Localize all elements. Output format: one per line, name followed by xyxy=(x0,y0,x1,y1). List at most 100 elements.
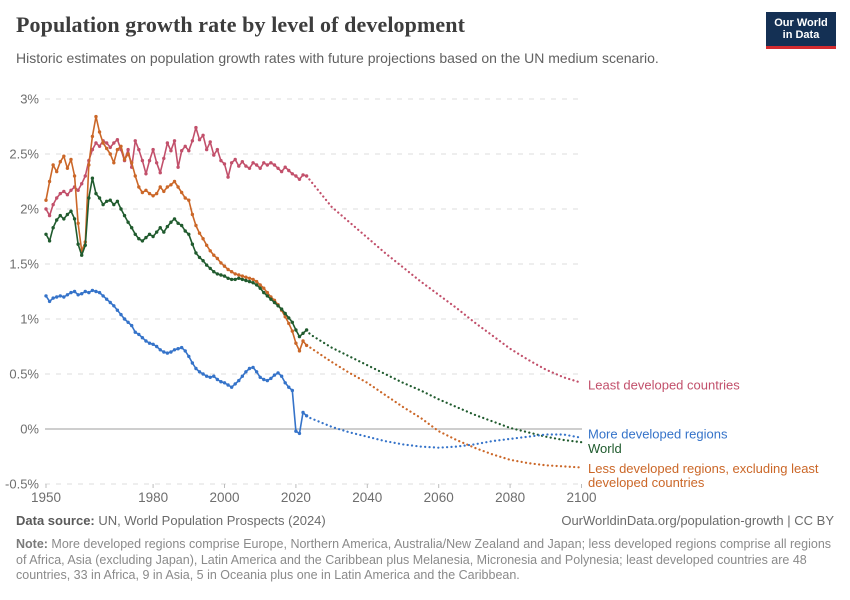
series-point-less-developed-regions-excluding-least xyxy=(158,185,162,189)
series-point-more-developed-regions xyxy=(119,312,123,317)
series-point-least-developed-countries xyxy=(233,157,237,162)
series-point-more-developed-regions xyxy=(122,317,127,321)
series-point-more-developed-regions xyxy=(133,330,137,334)
series-point-least-developed-countries xyxy=(212,153,216,157)
credit-link[interactable]: OurWorldinData.org/population-growth | C… xyxy=(561,513,834,528)
series-point-less-developed-regions-excluding-least xyxy=(258,283,262,287)
legend-label-more-developed-regions[interactable]: More developed regions xyxy=(588,426,728,441)
series-line-world[interactable] xyxy=(45,177,308,338)
series-point-less-developed-regions-excluding-least xyxy=(297,349,302,353)
series-point-least-developed-countries xyxy=(294,174,298,178)
series-point-world xyxy=(287,316,291,320)
series-line-more-developed-regions[interactable] xyxy=(45,289,308,435)
series-point-less-developed-regions-excluding-least xyxy=(194,223,198,228)
series-point-least-developed-countries xyxy=(137,147,141,152)
series-line-least-developed-countries[interactable] xyxy=(45,126,307,217)
series-point-world xyxy=(62,217,66,221)
series-point-least-developed-countries xyxy=(83,174,87,178)
series-point-more-developed-regions xyxy=(90,288,95,293)
series-projection-least-developed-countries[interactable] xyxy=(305,174,583,384)
series-point-least-developed-countries xyxy=(97,144,102,148)
series-point-world xyxy=(154,230,159,234)
series-point-world xyxy=(162,230,166,234)
series-point-less-developed-regions-excluding-least xyxy=(244,275,248,279)
series-point-world xyxy=(151,234,155,239)
series-point-more-developed-regions xyxy=(247,366,252,371)
series-point-more-developed-regions xyxy=(179,345,184,350)
series-point-world xyxy=(80,253,84,257)
series-point-more-developed-regions xyxy=(62,295,66,299)
series-point-less-developed-regions-excluding-least xyxy=(69,157,73,162)
footer-source-row: Data source: UN, World Population Prospe… xyxy=(16,513,834,528)
series-point-least-developed-countries xyxy=(201,133,205,137)
series-point-least-developed-countries xyxy=(104,141,109,145)
owid-logo[interactable]: Our World in Data xyxy=(766,12,836,49)
legend-label-less-developed-regions-excluding-least[interactable]: developed countries xyxy=(588,475,705,490)
series-point-least-developed-countries xyxy=(126,147,130,152)
series-point-less-developed-regions-excluding-least xyxy=(240,274,245,278)
series-point-more-developed-regions xyxy=(294,429,298,433)
series-point-less-developed-regions-excluding-least xyxy=(222,264,227,268)
series-point-less-developed-regions-excluding-least xyxy=(133,174,137,178)
series-point-least-developed-countries xyxy=(187,149,191,153)
series-point-world xyxy=(254,283,259,287)
data-source-label: Data source: xyxy=(16,513,95,528)
series-point-less-developed-regions-excluding-least xyxy=(97,130,102,134)
series-point-less-developed-regions-excluding-least xyxy=(47,179,52,184)
series-point-less-developed-regions-excluding-least xyxy=(212,253,216,257)
x-axis-tick-label: 2000 xyxy=(209,490,239,505)
series-point-world xyxy=(179,223,184,228)
population-growth-chart[interactable]: 3% 2.5% 2% 1.5% 1% 0.5% 0% -0.5%1950 1980 2000 202… xyxy=(0,0,850,512)
series-point-more-developed-regions xyxy=(69,290,73,295)
series-point-least-developed-countries xyxy=(154,161,159,165)
series-point-least-developed-countries xyxy=(247,166,252,170)
series-point-least-developed-countries xyxy=(80,182,84,186)
y-axis-tick-label: 1.5% xyxy=(9,257,39,272)
series-point-more-developed-regions xyxy=(262,377,266,382)
series-point-least-developed-countries xyxy=(301,173,305,177)
series-point-less-developed-regions-excluding-least xyxy=(62,154,66,158)
legend-label-least-developed-countries[interactable]: Least developed countries xyxy=(588,378,740,393)
series-point-less-developed-regions-excluding-least xyxy=(204,243,209,247)
series-point-world xyxy=(44,232,48,236)
series-projection-world[interactable] xyxy=(305,328,583,444)
series-point-least-developed-countries xyxy=(229,161,234,165)
series-point-least-developed-countries xyxy=(269,161,273,165)
series-point-world xyxy=(72,217,77,221)
series-point-world xyxy=(194,251,198,255)
series-point-more-developed-regions xyxy=(190,361,195,365)
series-point-least-developed-countries xyxy=(251,161,255,165)
series-point-world xyxy=(97,196,102,200)
series-point-more-developed-regions xyxy=(112,304,116,308)
series-point-more-developed-regions xyxy=(287,385,291,389)
y-axis-tick-label: -0.5% xyxy=(5,477,39,492)
legend-label-less-developed-regions-excluding-least[interactable]: Less developed regions, excluding least xyxy=(588,461,819,476)
series-projection-less-developed-regions-excluding-least[interactable] xyxy=(305,344,583,469)
series-point-least-developed-countries xyxy=(226,175,230,179)
series-point-more-developed-regions xyxy=(272,373,277,377)
series-point-world xyxy=(244,278,248,283)
series-point-least-developed-countries xyxy=(244,164,248,168)
series-point-more-developed-regions xyxy=(94,289,98,294)
series-point-least-developed-countries xyxy=(65,193,70,197)
series-point-least-developed-countries xyxy=(44,207,48,211)
series-point-less-developed-regions-excluding-least xyxy=(115,147,120,152)
series-projection-more-developed-regions[interactable] xyxy=(305,414,583,449)
series-point-least-developed-countries xyxy=(194,125,198,130)
series-point-less-developed-regions-excluding-least xyxy=(94,114,98,119)
legend-label-world[interactable]: World xyxy=(588,441,622,456)
series-point-less-developed-regions-excluding-least xyxy=(65,166,70,170)
series-point-more-developed-regions xyxy=(201,372,205,376)
series-point-world xyxy=(51,226,55,230)
series-point-least-developed-countries xyxy=(297,177,302,181)
series-point-least-developed-countries xyxy=(151,147,155,152)
series-point-more-developed-regions xyxy=(108,300,112,305)
series-point-least-developed-countries xyxy=(165,141,170,145)
series-point-least-developed-countries xyxy=(176,165,180,169)
series-point-more-developed-regions xyxy=(204,374,209,378)
series-point-more-developed-regions xyxy=(72,289,77,294)
series-point-least-developed-countries xyxy=(219,158,223,163)
series-point-least-developed-countries xyxy=(283,165,287,169)
series-point-least-developed-countries xyxy=(258,166,262,170)
series-point-world xyxy=(269,297,273,301)
